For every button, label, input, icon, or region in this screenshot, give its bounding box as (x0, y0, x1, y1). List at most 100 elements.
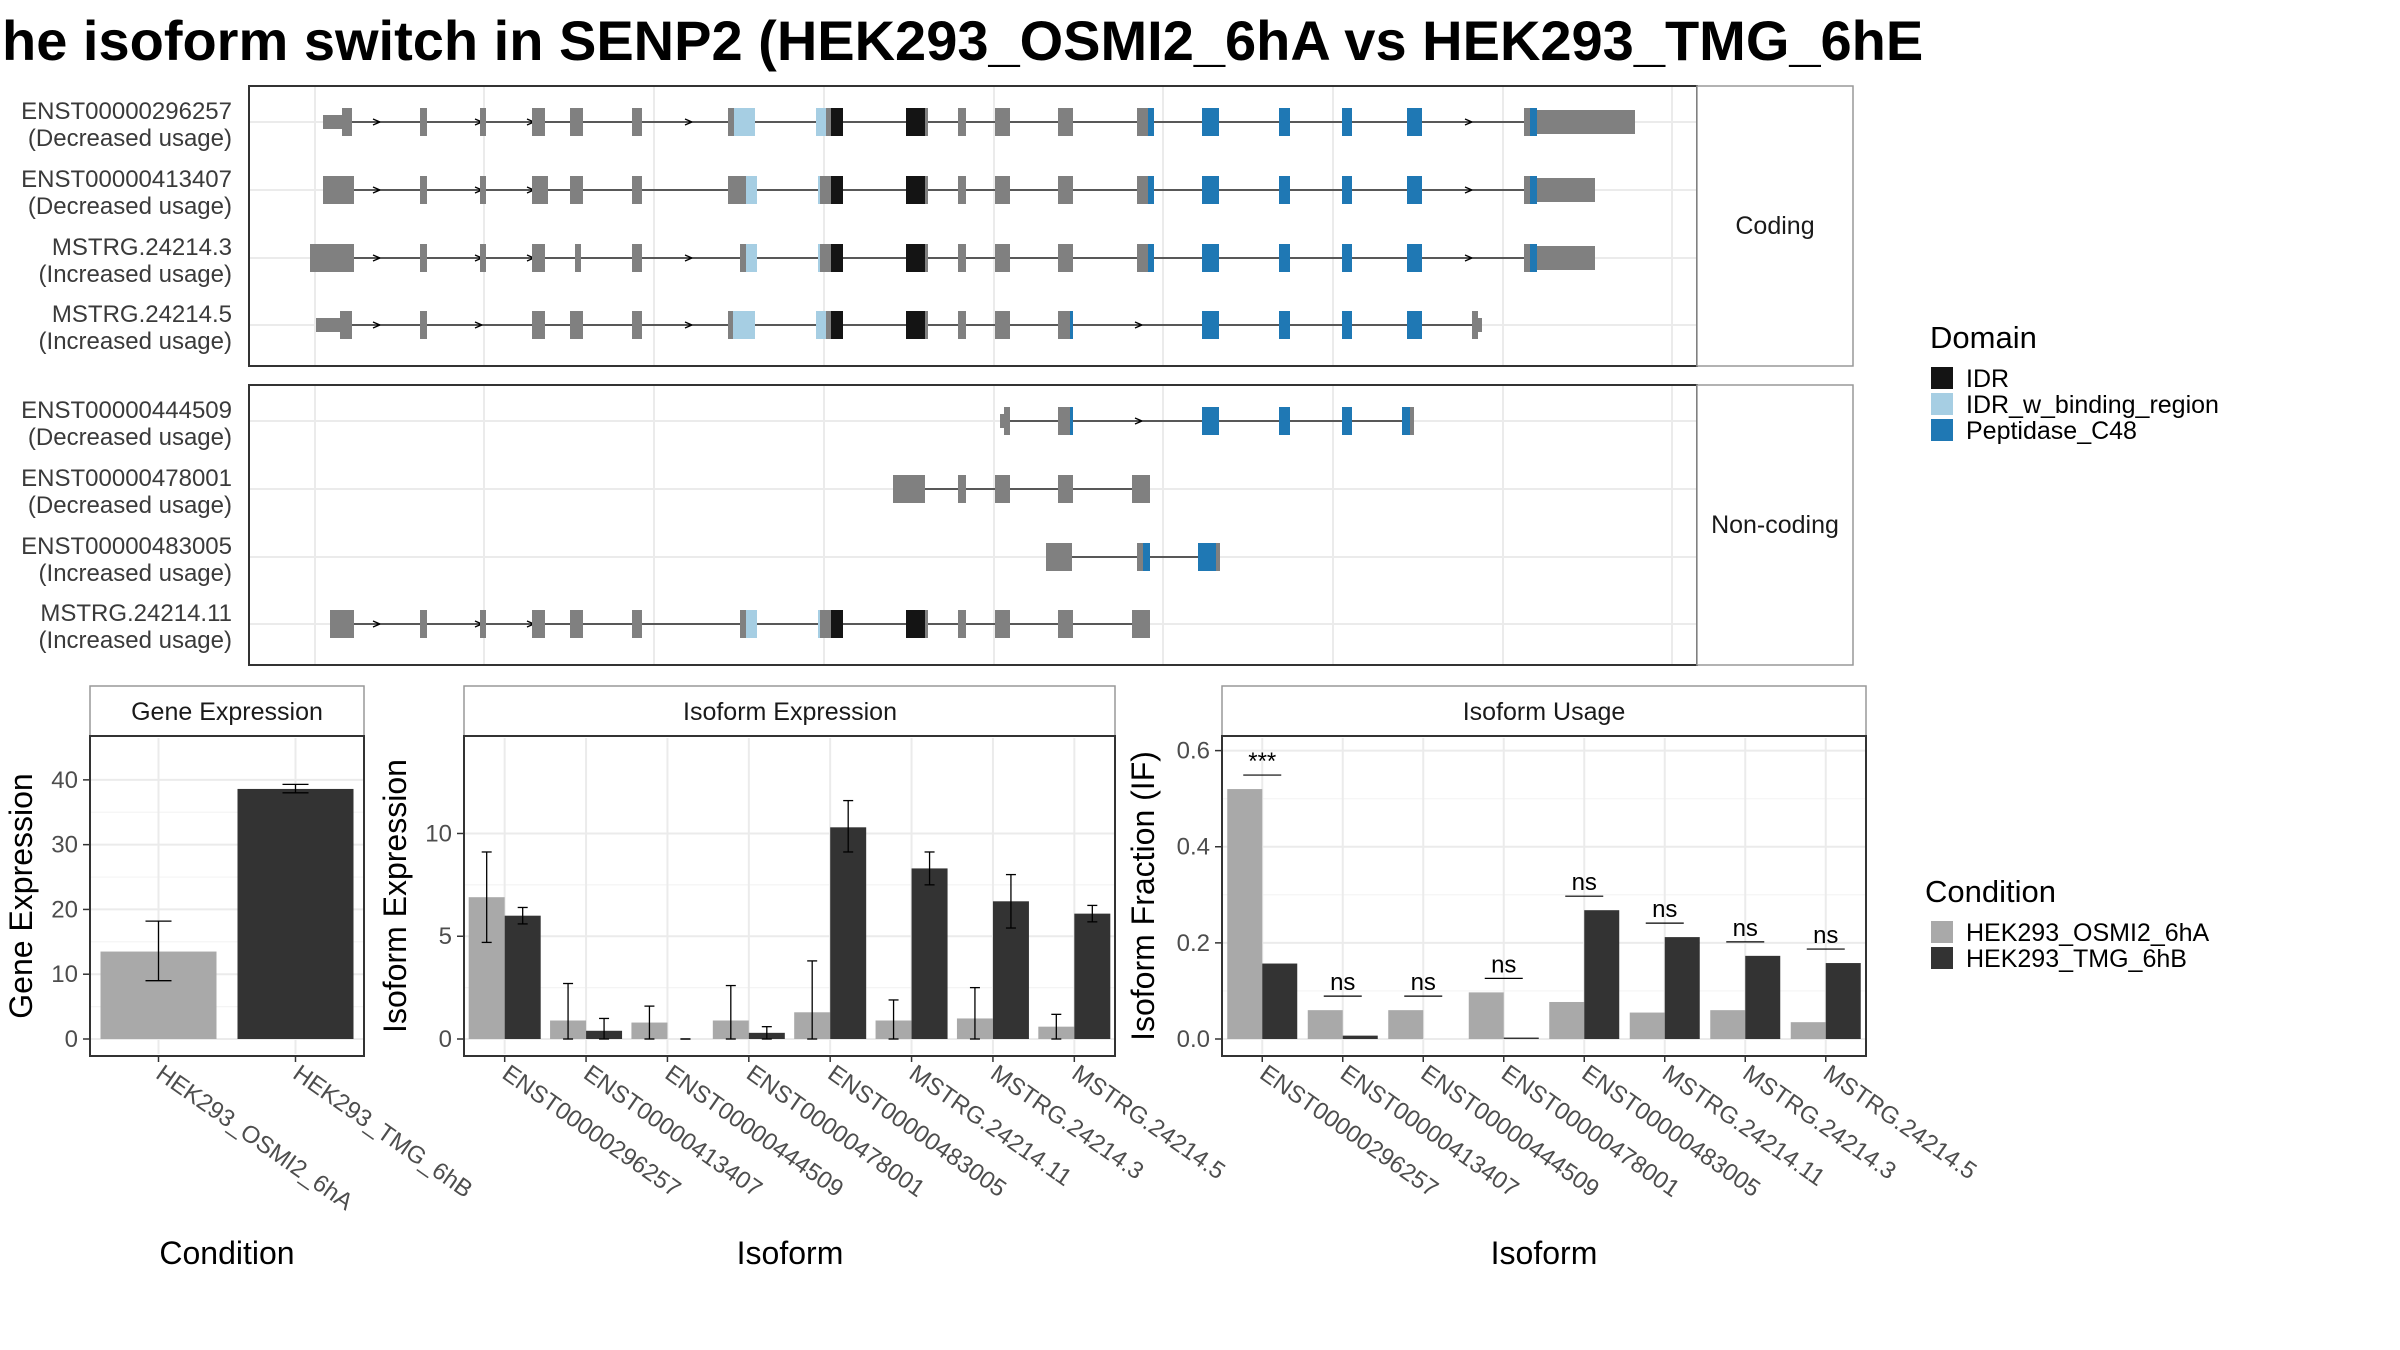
exon (1472, 311, 1478, 339)
transcript-id: ENST00000296257 (21, 98, 232, 125)
exon (632, 108, 642, 136)
peptidase-domain (1148, 244, 1154, 272)
strand-arrow (684, 118, 694, 126)
legend-swatch-peptidase (1931, 419, 1953, 441)
y-tick-label: 40 (51, 767, 78, 794)
exon (893, 475, 911, 503)
peptidase-domain (1279, 311, 1290, 339)
significance-label: ns (1411, 969, 1436, 996)
peptidase-domain (1198, 543, 1216, 571)
coding-strip (1696, 85, 1854, 367)
exon (310, 244, 354, 272)
exon (316, 318, 340, 332)
figure-title: he isoform switch in SENP2 (HEK293_OSMI2… (2, 9, 1923, 72)
peptidase-domain (1070, 311, 1073, 339)
bar (1790, 1022, 1826, 1039)
peptidase-domain (1407, 311, 1422, 339)
exon (323, 176, 354, 204)
exon (330, 610, 354, 638)
peptidase-domain (1202, 176, 1219, 204)
peptidase-domain (1530, 176, 1537, 204)
idr-domain (906, 311, 925, 339)
noncoding-strip (1696, 384, 1854, 666)
exon (1524, 244, 1530, 272)
bar (1503, 1037, 1539, 1039)
peptidase-domain (1342, 244, 1352, 272)
exon (995, 475, 1010, 503)
bar (830, 827, 867, 1039)
exon (958, 108, 966, 136)
transcript-id: MSTRG.24214.11 (40, 600, 232, 627)
exon (1137, 244, 1148, 272)
isoform-usage-ylabel: Isoform Fraction (IF) (1125, 751, 1161, 1041)
exon (958, 176, 966, 204)
noncoding-panel: Non-coding (248, 384, 1854, 666)
exon (532, 176, 548, 204)
exon (1004, 407, 1010, 435)
isoform-expression-title: Isoform Expression (683, 698, 897, 726)
exon (995, 610, 1010, 638)
y-tick-label: 0.4 (1177, 834, 1210, 861)
bar (1307, 1010, 1343, 1039)
gene-expression-xlabel: Condition (159, 1235, 294, 1271)
exon (570, 610, 583, 638)
y-tick-label: 30 (51, 832, 78, 859)
exon (820, 244, 831, 272)
peptidase-domain (1148, 176, 1154, 204)
peptidase-domain (1202, 244, 1219, 272)
exon (1058, 610, 1073, 638)
peptidase-domain (1407, 244, 1422, 272)
exon (958, 244, 966, 272)
exon (570, 108, 583, 136)
exon (911, 475, 925, 503)
exon (995, 108, 1010, 136)
peptidase-domain (1402, 407, 1410, 435)
coding-panel: Coding (248, 85, 1854, 367)
condition-legend-title: Condition (1925, 874, 2056, 909)
exon (1524, 176, 1530, 204)
exon (1524, 108, 1530, 136)
legend-label-peptidase: Peptidase_C48 (1966, 417, 2137, 445)
exon (480, 108, 486, 136)
exon (925, 108, 928, 136)
idr-binding-domain (816, 311, 826, 339)
peptidase-domain (1279, 176, 1290, 204)
peptidase-domain (1407, 108, 1422, 136)
exon (342, 108, 352, 136)
exon (728, 176, 746, 204)
transcript-id: MSTRG.24214.3 (52, 234, 232, 261)
isoform-usage-chart: Isoform Usage 0.0 0.2 0.4 0.6 *** ns ns ns ns ns n… (1125, 685, 1981, 1271)
transcript-id: ENST00000478001 (21, 465, 232, 492)
peptidase-domain (1148, 108, 1154, 136)
exon (420, 311, 427, 339)
legend-swatch-idr (1931, 367, 1953, 389)
idr-binding-domain (818, 176, 820, 204)
y-tick-label: 20 (51, 896, 78, 923)
isoform-expression-chart: Isoform Expression 0510ENST00000296257EN… (377, 685, 1230, 1271)
significance-label: ns (1572, 869, 1597, 896)
idr-binding-domain (818, 610, 820, 638)
idr-domain (906, 244, 925, 272)
exon (1058, 108, 1073, 136)
exon (632, 244, 642, 272)
exon (728, 311, 733, 339)
strand-arrow (684, 254, 694, 262)
transcript-id: ENST00000444509 (21, 397, 232, 424)
peptidase-domain (1279, 108, 1290, 136)
noncoding-strip-label: Non-coding (1711, 511, 1839, 539)
bar (237, 788, 354, 1039)
legend-label-idr: IDR (1966, 365, 2009, 393)
strand-arrow (1134, 417, 1144, 425)
exon (958, 475, 966, 503)
exon (925, 311, 928, 339)
exon (632, 311, 642, 339)
exon (480, 610, 486, 638)
strand-arrow (474, 321, 484, 329)
bar (1710, 1010, 1746, 1039)
strand-arrow (372, 321, 382, 329)
exon (958, 610, 966, 638)
gene-expression-title: Gene Expression (131, 698, 323, 726)
exon (532, 610, 545, 638)
idr-binding-domain (746, 176, 757, 204)
exon (995, 176, 1010, 204)
